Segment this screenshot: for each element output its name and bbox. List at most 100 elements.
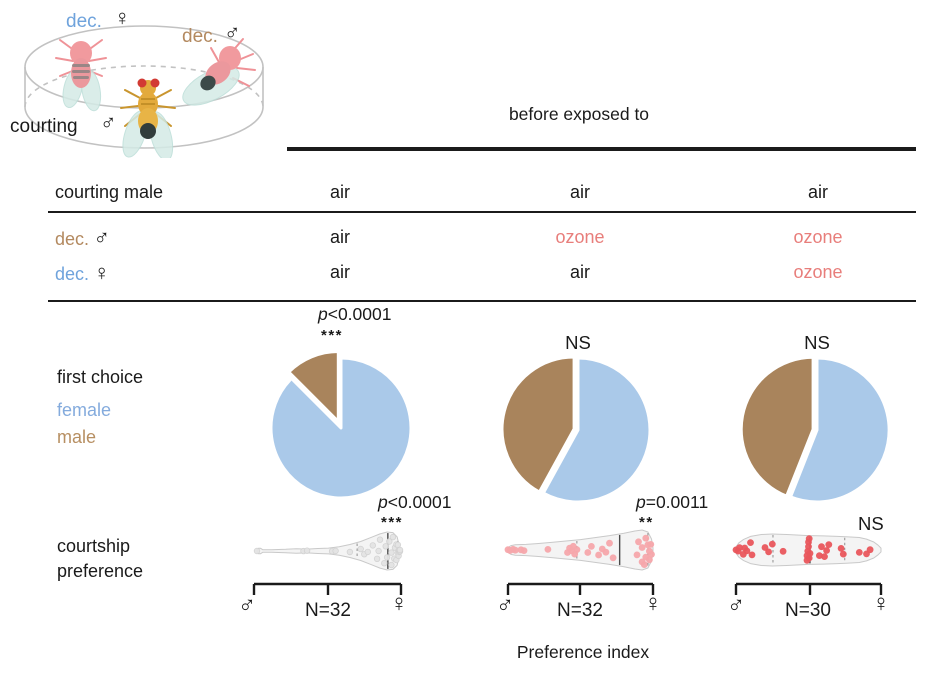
violin-data-point [647, 541, 655, 548]
violin-data-point [332, 547, 339, 555]
violin2-stars: ** [639, 514, 654, 531]
violin-data-point [648, 551, 655, 558]
female-symbol: ♀ [114, 5, 131, 30]
courting-male-label: courting [10, 116, 78, 137]
violin-data-point [606, 539, 613, 547]
female-symbol: ♀ [644, 590, 662, 617]
violin-data-point [805, 535, 813, 542]
violin-data-point [357, 545, 364, 553]
violin-data-point [389, 533, 397, 541]
violin-data-point [383, 554, 391, 561]
header-title: before exposed to [508, 104, 650, 124]
violin-data-point [609, 554, 617, 562]
table-cell-decfemale-col3: ozone [793, 262, 843, 282]
violin-data-point [375, 547, 382, 555]
violin-data-point [768, 540, 776, 548]
pie-slice-female [789, 356, 891, 504]
violin-data-point [573, 546, 581, 553]
pie-slice-female [269, 356, 413, 500]
violin-data-point [373, 555, 381, 562]
violin3-n-label: N=30 [785, 600, 831, 621]
legend-item-male: male [57, 427, 97, 447]
violin-data-point [646, 556, 653, 564]
violin-row-title-line1: courtship [57, 536, 131, 556]
arena-illustration [24, 25, 264, 158]
violin1-significance: p<0.0001 [378, 492, 452, 512]
x-axis-title: Preference index [516, 642, 650, 662]
violin-data-point [736, 544, 743, 551]
table-cell-decmale-col1: air [329, 227, 350, 247]
pie2-significance: NS [565, 332, 591, 353]
violin-data-point [821, 553, 828, 560]
violin-data-point [633, 551, 641, 559]
violin-data-point [381, 560, 388, 567]
female-symbol: ♀ [390, 590, 408, 617]
violin-data-point [866, 546, 874, 554]
pie-slice-male [500, 355, 576, 494]
pie1-significance: p<0.0001 [318, 304, 392, 324]
male-symbol: ♂ [496, 592, 514, 619]
violin-data-point [376, 536, 384, 543]
violin-data-point [743, 547, 751, 555]
decoy-male-row-label: dec. [55, 229, 90, 249]
violin-data-point [806, 550, 814, 557]
pie3-significance: NS [804, 332, 830, 353]
table-cell-decfemale-col2: air [569, 262, 590, 282]
violin1-stars: *** [381, 514, 404, 531]
male-symbol: ♂ [238, 592, 256, 619]
violin-data-point [386, 538, 393, 545]
violin-data-point [544, 546, 552, 553]
pie-slice-male [739, 355, 815, 498]
violin-data-point [823, 547, 830, 554]
violin-data-point [511, 546, 519, 554]
violin-data-point [640, 561, 648, 568]
pie1-stars: *** [321, 327, 344, 344]
violin-data-point [253, 547, 261, 555]
violin-data-point [818, 543, 825, 551]
violin-data-point [635, 538, 642, 546]
violin-data-point [602, 548, 610, 556]
violin-row-title-line2: preference [57, 561, 144, 581]
pie-slice-male [287, 350, 340, 423]
violin3-significance: NS [858, 513, 884, 534]
table-row-decoy-female-label: dec. ♀ [55, 262, 110, 285]
violin-data-point [520, 547, 528, 554]
decoy-female-fly-icon [55, 39, 107, 112]
pie-slice-female [541, 356, 652, 504]
table-header-label: courting male [55, 182, 164, 202]
courting-male-fly-icon [120, 78, 176, 158]
violin-data-point [388, 549, 395, 556]
violin1-n-label: N=32 [305, 600, 351, 621]
violin2-n-label: N=32 [557, 600, 603, 621]
violin-data-point [346, 548, 354, 556]
female-symbol: ♀ [93, 260, 110, 285]
table-cell-decmale-col2: ozone [555, 227, 605, 247]
table-cell-decfemale-col1: air [329, 262, 350, 282]
violin-data-point [839, 550, 847, 558]
violin-data-point [642, 534, 650, 542]
male-symbol: ♂ [224, 20, 241, 45]
pie-row-title: first choice [57, 367, 144, 387]
violin-data-point [388, 561, 395, 569]
violin-data-point [816, 552, 823, 559]
violin-data-point [396, 546, 404, 554]
table-cell-courting-col1: air [329, 182, 350, 202]
legend-item-female: female [57, 400, 112, 420]
courting-male-symbol: ♂ [100, 110, 117, 135]
decoy-female-row-label: dec. [55, 264, 90, 284]
violin-data-point [638, 544, 646, 551]
violin-data-point [364, 548, 371, 556]
decoy-male-label: dec. [182, 26, 218, 47]
table-rule-top [48, 211, 916, 213]
violin-data-point [765, 548, 772, 556]
violin-data-point [584, 549, 592, 556]
male-symbol: ♂ [727, 592, 745, 619]
decoy-male-fly-icon [182, 38, 256, 106]
table-cell-courting-col2: air [569, 182, 590, 202]
male-symbol: ♂ [93, 225, 110, 250]
table-cell-courting-col3: air [807, 182, 828, 202]
violin-data-point [779, 547, 787, 555]
violin-data-point [825, 541, 833, 548]
